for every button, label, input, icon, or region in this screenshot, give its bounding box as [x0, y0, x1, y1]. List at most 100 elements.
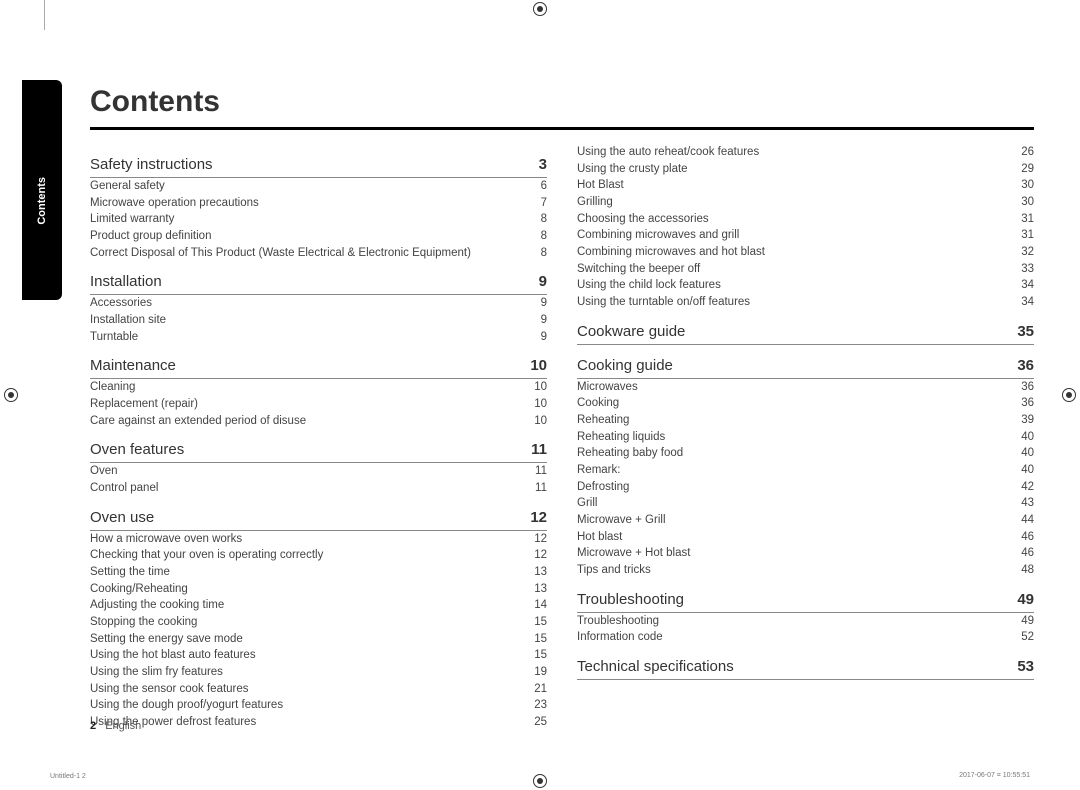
toc-entry-label: Grilling [577, 194, 1011, 211]
toc-entry: Control panel11 [90, 480, 547, 497]
page-content: Contents Safety instructions3General saf… [90, 85, 1034, 730]
toc-entry-label: Oven [90, 463, 525, 480]
toc-entry-page: 40 [1011, 445, 1034, 462]
toc-entry-page: 42 [1011, 479, 1034, 496]
toc-entry-label: Microwave operation precautions [90, 195, 531, 212]
crop-mark-icon [1062, 388, 1076, 402]
toc-section-label: Cookware guide [577, 323, 685, 340]
toc-entry: Microwave operation precautions7 [90, 195, 547, 212]
toc-entry-page: 9 [531, 312, 547, 329]
toc-entry-page: 10 [524, 413, 547, 430]
toc-column-left: Safety instructions3General safety6Micro… [90, 144, 547, 731]
toc-entry-label: Microwave + Hot blast [577, 545, 1011, 562]
toc-entry-label: Using the slim fry features [90, 664, 524, 681]
toc-entry: Using the turntable on/off features34 [577, 294, 1034, 311]
toc-entry-label: Accessories [90, 295, 531, 312]
toc-entry: Correct Disposal of This Product (Waste … [90, 245, 547, 262]
toc-entry-page: 9 [531, 329, 547, 346]
toc-entry-label: Remark: [577, 462, 1011, 479]
toc-entry-page: 15 [524, 631, 547, 648]
toc-entry-page: 30 [1011, 177, 1034, 194]
toc-entry-page: 8 [531, 245, 547, 262]
toc-entry-label: Setting the time [90, 564, 524, 581]
toc-entry: Microwave + Hot blast46 [577, 545, 1034, 562]
toc-entry-label: Cooking [577, 395, 1011, 412]
toc-entry-label: Hot blast [577, 529, 1011, 546]
toc-entry: Troubleshooting49 [577, 613, 1034, 630]
toc-entry-label: Reheating [577, 412, 1011, 429]
toc-columns: Safety instructions3General safety6Micro… [90, 144, 1034, 731]
toc-entry: How a microwave oven works12 [90, 531, 547, 548]
toc-entry-page: 10 [524, 396, 547, 413]
toc-entry: Using the auto reheat/cook features26 [577, 144, 1034, 161]
toc-entry-label: Cleaning [90, 379, 524, 396]
toc-entry-page: 49 [1011, 613, 1034, 630]
footer-page-number: 2 [90, 720, 96, 732]
toc-entry-page: 52 [1011, 629, 1034, 646]
toc-entry: Reheating baby food40 [577, 445, 1034, 462]
toc-entry: Tips and tricks48 [577, 562, 1034, 579]
side-tab: Contents [22, 80, 62, 300]
toc-entry-page: 12 [524, 531, 547, 548]
toc-section-label: Oven features [90, 441, 184, 458]
toc-section-page: 11 [531, 441, 547, 458]
toc-section-page: 53 [1017, 658, 1034, 675]
toc-entry-label: Using the power defrost features [90, 714, 524, 731]
toc-section-page: 12 [530, 509, 547, 526]
toc-section-label: Cooking guide [577, 357, 673, 374]
toc-entry: Grill43 [577, 495, 1034, 512]
toc-entry-label: Switching the beeper off [577, 261, 1011, 278]
toc-entry: Using the crusty plate29 [577, 161, 1034, 178]
toc-entry-label: Stopping the cooking [90, 614, 524, 631]
crop-mark-icon [4, 388, 18, 402]
toc-entry: Using the child lock features34 [577, 277, 1034, 294]
toc-entry: Care against an extended period of disus… [90, 413, 547, 430]
toc-entry-label: Hot Blast [577, 177, 1011, 194]
trim-line [44, 0, 45, 30]
toc-section-page: 10 [530, 357, 547, 374]
toc-entry-label: Reheating liquids [577, 429, 1011, 446]
toc-entry-label: Care against an extended period of disus… [90, 413, 524, 430]
page-footer: 2 English [90, 720, 141, 732]
crop-mark-icon [533, 774, 547, 788]
title-rule [90, 127, 1034, 130]
toc-section-heading: Technical specifications53 [577, 652, 1034, 680]
toc-entry-label: Product group definition [90, 228, 531, 245]
toc-section-heading: Oven use12 [90, 503, 547, 531]
toc-section-heading: Oven features 11 [90, 435, 547, 463]
toc-entry-page: 13 [524, 581, 547, 598]
toc-entry: Limited warranty8 [90, 211, 547, 228]
toc-entry-page: 25 [524, 714, 547, 731]
toc-entry-label: Using the sensor cook features [90, 681, 524, 698]
toc-column-right: Using the auto reheat/cook features26Usi… [577, 144, 1034, 731]
toc-entry-page: 11 [525, 463, 547, 480]
toc-entry-label: Grill [577, 495, 1011, 512]
toc-entry-page: 9 [531, 295, 547, 312]
toc-entry-page: 46 [1011, 545, 1034, 562]
toc-entry-label: Using the child lock features [577, 277, 1011, 294]
toc-entry-label: Troubleshooting [577, 613, 1011, 630]
toc-entry-page: 6 [531, 178, 547, 195]
toc-entry-page: 14 [524, 597, 547, 614]
toc-entry: Cooking36 [577, 395, 1034, 412]
crop-mark-icon [533, 2, 547, 16]
toc-entry: Information code52 [577, 629, 1034, 646]
toc-entry: Accessories9 [90, 295, 547, 312]
toc-entry-page: 21 [524, 681, 547, 698]
toc-entry-page: 29 [1011, 161, 1034, 178]
footnote-left: Untitled-1 2 [50, 773, 86, 780]
toc-entry-page: 26 [1011, 144, 1034, 161]
toc-entry-label: Control panel [90, 480, 525, 497]
toc-entry-label: Using the hot blast auto features [90, 647, 524, 664]
toc-entry-page: 13 [524, 564, 547, 581]
footnote-right: 2017-06-07 ⌗ 10:55:51 [959, 772, 1030, 780]
toc-entry-page: 48 [1011, 562, 1034, 579]
toc-entry: Combining microwaves and hot blast32 [577, 244, 1034, 261]
toc-section-page: 9 [539, 273, 547, 290]
toc-entry-page: 40 [1011, 462, 1034, 479]
toc-entry: Turntable9 [90, 329, 547, 346]
toc-entry-page: 30 [1011, 194, 1034, 211]
toc-entry: Using the sensor cook features21 [90, 681, 547, 698]
toc-entry: Using the slim fry features19 [90, 664, 547, 681]
toc-entry: Setting the energy save mode15 [90, 631, 547, 648]
